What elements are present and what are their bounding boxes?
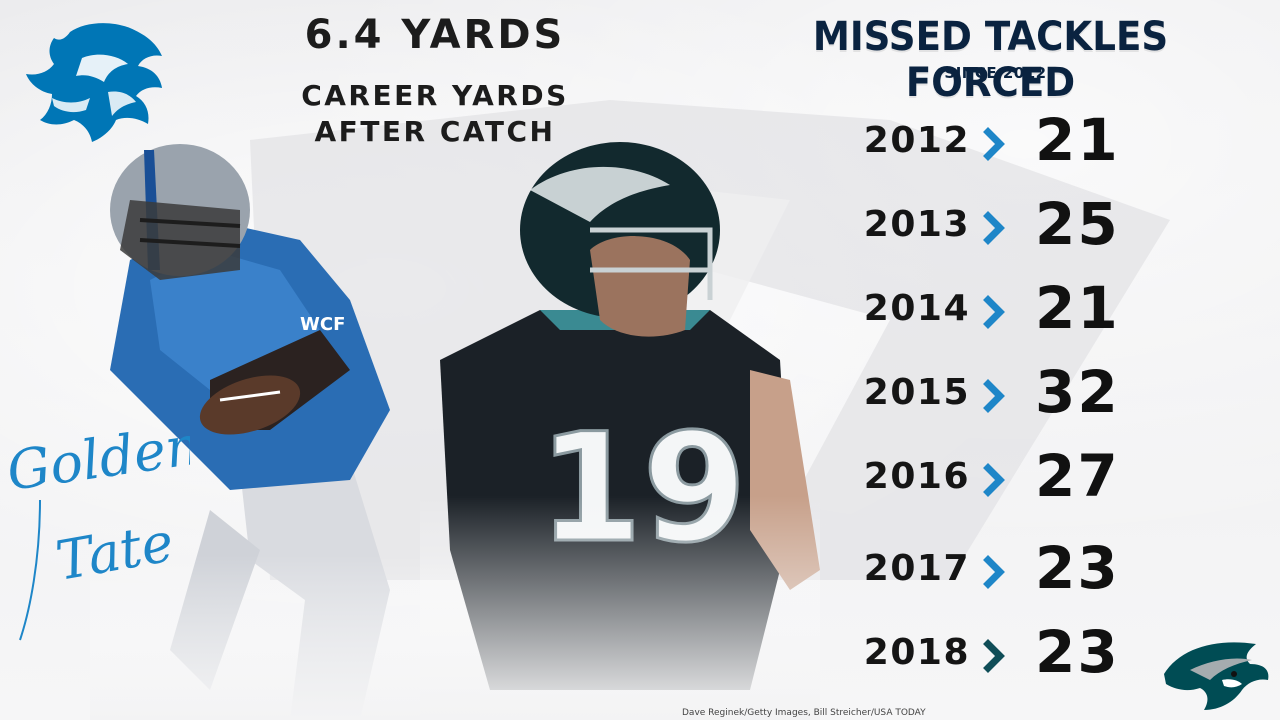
stat-row-2014: 2014 21 [830, 270, 1160, 354]
lion-logo-icon [26, 23, 162, 142]
stat-value: 32 [1035, 358, 1120, 426]
eagle-logo-icon [1164, 642, 1269, 710]
stat-row-2016: 2016 27 [830, 438, 1160, 522]
chevron-right-icon [983, 211, 1005, 245]
headline-stat: 6.4 YARDS [304, 12, 566, 58]
headline-subtitle-line-1: CAREER YARDS [301, 79, 569, 112]
chevron-right-icon [983, 379, 1005, 413]
stat-year: 2018 [863, 632, 970, 673]
stat-year: 2012 [863, 120, 970, 161]
stat-value: 21 [1035, 106, 1120, 174]
stat-value: 27 [1035, 442, 1120, 510]
stat-year: 2013 [863, 204, 970, 245]
stat-value: 23 [1035, 618, 1120, 686]
panel-subtitle: SINCE 2012 [944, 64, 1047, 82]
player-image-eagles: 19 [420, 130, 820, 720]
stat-row-2017: 2017 23 [830, 530, 1160, 614]
stat-year: 2016 [863, 456, 970, 497]
chevron-right-icon [983, 295, 1005, 329]
chevron-right-icon [983, 463, 1005, 497]
stat-row-2012: 2012 21 [830, 102, 1160, 186]
signature: Golden Tate [3, 413, 190, 641]
stat-year: 2017 [863, 548, 970, 589]
signature-line-2: Tate [51, 510, 178, 592]
player-image-lions: WCF [90, 130, 480, 720]
stat-value: 25 [1035, 190, 1120, 258]
chevron-right-icon [983, 127, 1005, 161]
chevron-right-icon [983, 555, 1005, 589]
stat-value: 23 [1035, 534, 1120, 602]
chevron-right-icon [983, 639, 1005, 673]
stat-value: 21 [1035, 274, 1120, 342]
panel-title: MISSED TACKLES FORCED [812, 14, 1169, 106]
photo-credit: Dave Reginek/Getty Images, Bill Streiche… [682, 708, 926, 718]
stat-row-2018: 2018 23 [830, 614, 1160, 698]
stat-row-2015: 2015 32 [830, 354, 1160, 438]
signature-line-1: Golden [3, 413, 190, 502]
stat-year: 2014 [863, 288, 970, 329]
stat-row-2013: 2013 25 [830, 186, 1160, 270]
stat-year: 2015 [863, 372, 970, 413]
